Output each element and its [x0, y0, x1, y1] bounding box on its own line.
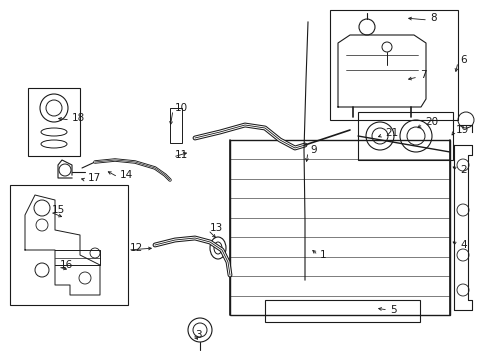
Bar [329, 10, 457, 120]
Text: 3: 3 [195, 330, 201, 340]
Text: 17: 17 [88, 173, 101, 183]
Text: 21: 21 [384, 128, 397, 138]
Text: 7: 7 [419, 70, 426, 80]
Bar [264, 300, 419, 322]
Text: 2: 2 [459, 165, 466, 175]
Bar [229, 140, 449, 315]
Text: 8: 8 [429, 13, 436, 23]
Text: 16: 16 [60, 260, 73, 270]
Text: 13: 13 [209, 223, 223, 233]
Text: 20: 20 [424, 117, 437, 127]
Bar [28, 88, 80, 156]
Bar [170, 108, 182, 143]
Text: 1: 1 [319, 250, 326, 260]
Text: 19: 19 [455, 125, 468, 135]
Text: 4: 4 [459, 240, 466, 250]
Text: 15: 15 [52, 205, 65, 215]
Text: 5: 5 [389, 305, 396, 315]
Text: 9: 9 [309, 145, 316, 155]
Bar [10, 185, 128, 305]
Text: 12: 12 [130, 243, 143, 253]
Text: 11: 11 [175, 150, 188, 160]
Text: 18: 18 [72, 113, 85, 123]
Bar [357, 112, 452, 160]
Text: 6: 6 [459, 55, 466, 65]
Text: 10: 10 [175, 103, 188, 113]
Text: 14: 14 [120, 170, 133, 180]
